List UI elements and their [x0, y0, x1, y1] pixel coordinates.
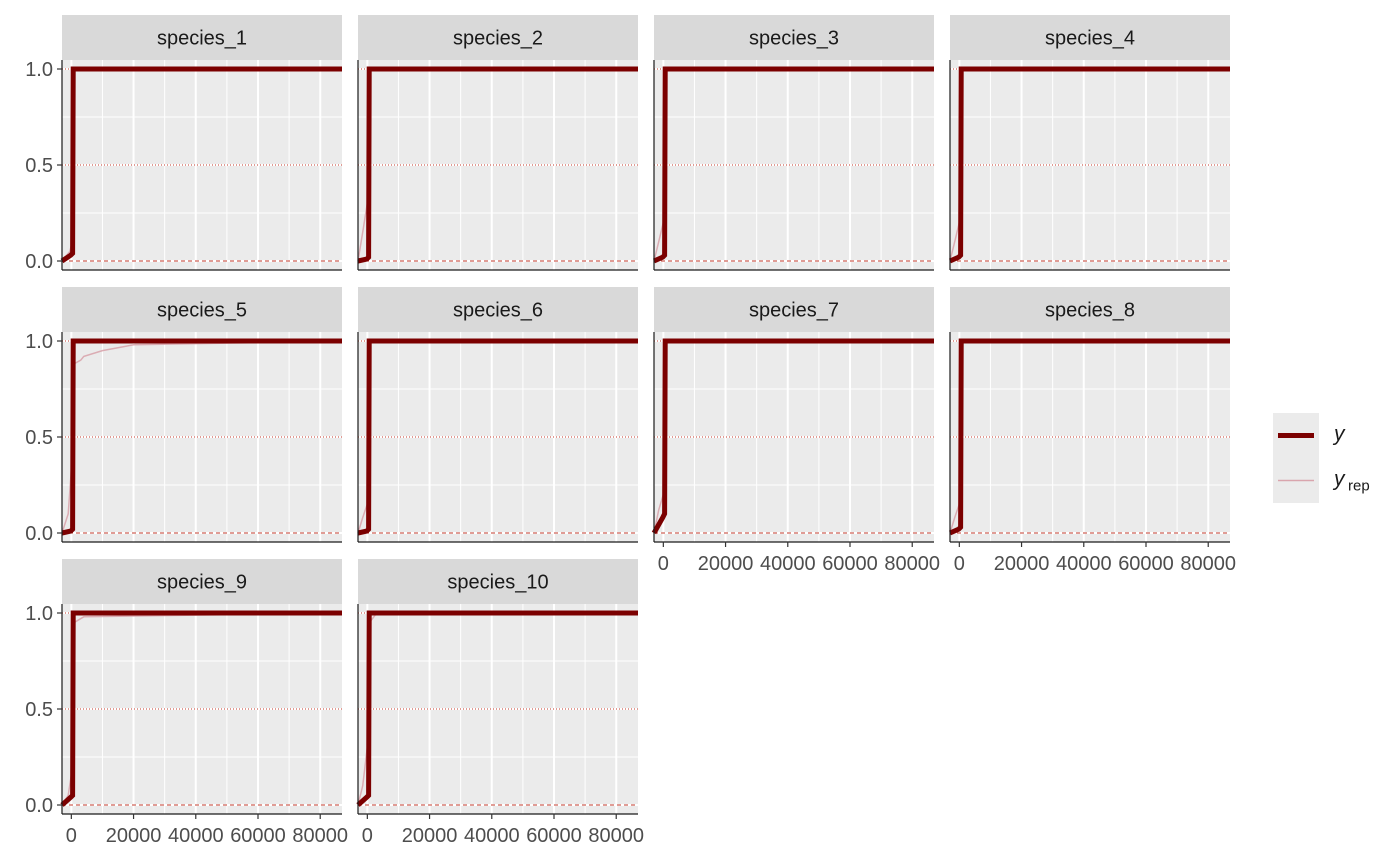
facet-strip-label: species_9	[157, 572, 247, 594]
x-tick-label: 0	[954, 553, 965, 575]
legend: yy rep	[1273, 413, 1370, 503]
facet-panel-1: species_1 0.0 0.5 1.0	[25, 15, 342, 273]
y-tick-label: 0.0	[25, 251, 53, 273]
y-tick-label: 1.0	[25, 59, 53, 81]
x-tick-label: 0	[66, 825, 77, 847]
x-tick-label: 60000	[1118, 553, 1174, 575]
facet-strip-label: species_5	[157, 300, 247, 322]
facet-strip	[950, 287, 1230, 332]
facet-strip-label: species_3	[749, 28, 839, 50]
facet-strip-label: species_4	[1045, 28, 1135, 50]
x-tick-label: 20000	[698, 553, 754, 575]
legend-label-sub-yrep: rep	[1348, 478, 1370, 495]
facet-strip	[62, 559, 342, 604]
series-y-line	[357, 66, 638, 264]
x-tick-label: 40000	[1056, 553, 1112, 575]
x-tick-label: 60000	[822, 553, 878, 575]
series-y-line	[60, 610, 342, 807]
x-tick-label: 20000	[402, 825, 458, 847]
x-tick-label: 0	[658, 553, 669, 575]
x-tick-label: 0	[362, 825, 373, 847]
facet-strip	[950, 15, 1230, 60]
x-tick-label: 40000	[760, 553, 816, 575]
series-y-line	[948, 66, 1230, 264]
series-y-line	[948, 338, 1230, 536]
y-tick-label: 0.0	[25, 795, 53, 817]
facet-strip-label: species_7	[749, 300, 839, 322]
facet-strip-label: species_6	[453, 300, 543, 322]
series-y-line	[357, 338, 638, 536]
y-tick-label: 1.0	[25, 331, 53, 353]
facet-panel-3: species_3	[652, 15, 934, 271]
x-tick-label: 40000	[464, 825, 520, 847]
x-tick-label: 80000	[292, 825, 348, 847]
facet-strip-label: species_10	[447, 572, 548, 594]
series-y-line	[652, 66, 934, 264]
x-tick-label: 80000	[588, 825, 644, 847]
series-y-line	[60, 66, 342, 264]
y-tick-label: 0.5	[25, 427, 53, 449]
series-yrep-line	[61, 340, 343, 534]
facet-panel-8: species_8 0 20000 40000 60000 80000	[948, 287, 1236, 575]
x-tick-label: 60000	[230, 825, 286, 847]
facet-panel-4: species_4	[948, 15, 1230, 271]
facet-strip	[358, 559, 638, 604]
x-tick-label: 60000	[526, 825, 582, 847]
y-tick-label: 0.0	[25, 523, 53, 545]
x-tick-label: 80000	[884, 553, 940, 575]
facet-panel-6: species_6	[357, 287, 638, 543]
x-tick-label: 40000	[168, 825, 224, 847]
facet-panel-10: species_10 0 20000 40000 60000 80000	[356, 559, 644, 847]
x-tick-label: 20000	[994, 553, 1050, 575]
legend-label-yrep: y	[1332, 468, 1346, 491]
facet-strip-label: species_2	[453, 28, 543, 50]
facet-panel-9: species_9 0.0 0.5 1.0 0 20000 40000 60000 80000	[25, 559, 348, 847]
legend-label-y: y	[1332, 423, 1346, 446]
facet-strip	[62, 15, 342, 60]
facet-strip	[358, 287, 638, 332]
facet-strip-label: species_8	[1045, 300, 1135, 322]
facet-strip	[358, 15, 638, 60]
facet-strip	[62, 287, 342, 332]
facet-panel-7: species_7 0 20000 40000 60000 80000	[651, 287, 940, 575]
facet-panel-2: species_2	[357, 15, 638, 271]
x-tick-label: 20000	[106, 825, 162, 847]
facet-strip	[654, 15, 934, 60]
series-y-line	[651, 338, 934, 535]
y-tick-label: 0.5	[25, 155, 53, 177]
facet-strip-label: species_1	[157, 28, 247, 50]
facet-strip	[654, 287, 934, 332]
x-tick-label: 80000	[1180, 553, 1236, 575]
y-tick-label: 0.5	[25, 699, 53, 721]
series-y-line	[356, 610, 638, 807]
y-tick-label: 1.0	[25, 603, 53, 625]
facet-panel-5: species_5 0.0 0.5 1.0	[25, 287, 343, 545]
series-y-line	[61, 338, 342, 536]
